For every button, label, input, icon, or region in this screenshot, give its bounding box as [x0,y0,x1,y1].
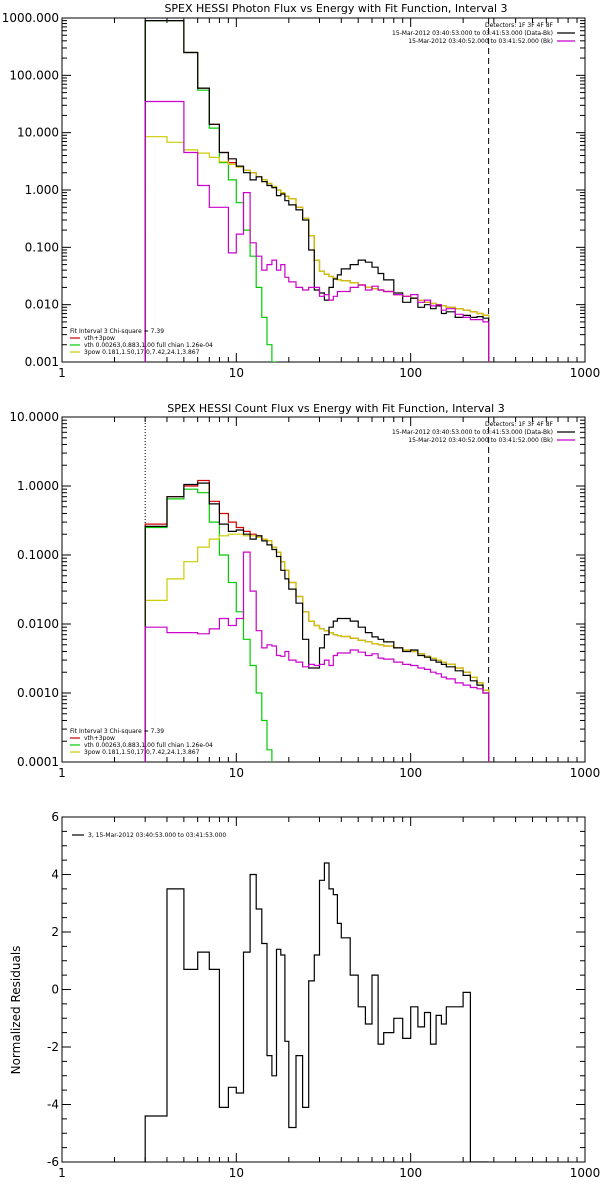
legend-entry: 3, 15-Mar-2012 03:40:53.000 to 03:41:53.… [88,832,226,839]
y-tick-label: 0.010 [25,298,59,312]
y-tick-label: 1.0000 [17,479,59,493]
y-tick-label: 10.000 [17,126,59,140]
legend-bottom-entry: vth 0.00263,0.883,1.00 full chian 1.26e-… [84,342,213,349]
series-line-vth [144,488,273,762]
y-tick-label: 0.0010 [17,686,59,700]
photon-flux-chart: SPEX HESSI Photon Flux vs Energy with Fi… [2,2,600,380]
legend-bottom: Fit Interval 3 Chi-square = 7.39vth+3pow… [70,328,213,356]
y-tick-label: 0.0100 [17,617,59,631]
legend-bottom-entry: 3pow 0.181,1.50,17.0,7.42,24.1,3.867 [84,349,200,356]
y-tick-label: 1000.000 [2,11,59,25]
axes-frame [61,816,586,1163]
series-line-vth [144,20,277,362]
series-line-residuals [144,862,489,1162]
legend-bottom-entry: vth+3pow [84,335,115,342]
plot-area: 1 10 100 1000 -6 -4 -2 0 2 4 6 [47,810,600,1180]
y-tick-label: 0.0001 [17,755,59,769]
legend-top-entry: 15-Mar-2012 03:40:53.000 to 03:41:53.000… [392,30,553,37]
series-line-vth-3pow [144,20,490,362]
x-tick-label: 1 [58,1166,66,1180]
legend-bottom-entry: vth 0.00263,0.883,1.00 full chian 1.26e-… [84,742,213,749]
series-line-3pow [144,533,490,762]
plot-area: 1 10 100 1000 0.001 0.010 0.100 1.000 10.000 100.… [2,11,600,380]
series-line-vth-3pow [144,479,490,762]
x-tick-label: 100 [399,366,422,380]
x-tick-label: 100 [399,766,422,780]
y-tick-label: 10.0000 [9,410,59,424]
y-tick-label: 2 [51,925,59,939]
axes-frame [61,17,586,363]
legend-top-entry: Detectors: 1F 3F 4F 8F [485,22,554,29]
series-line-data [144,482,490,762]
x-tick-label: 1000 [570,766,600,780]
plot-area: 1 10 100 1000 0.0001 0.0010 0.0100 0.1000 1.0000… [9,410,600,780]
x-tick-label: 100 [399,1166,422,1180]
y-tick-label: 0.1000 [17,548,59,562]
y-tick-label: 1.000 [25,183,59,197]
y-tick-label: 0.100 [25,240,59,254]
legend-top: 3, 15-Mar-2012 03:40:53.000 to 03:41:53.… [72,832,226,839]
series-line-data [144,20,490,362]
legend-bottom-entry: vth+3pow [84,735,115,742]
y-tick-label: 4 [51,868,59,882]
chart-title: SPEX HESSI Count Flux vs Energy with Fit… [167,402,504,415]
legend-top-entry: 15-Mar-2012 03:40:52.000 to 03:41:52.000… [408,38,553,45]
count-flux-chart: SPEX HESSI Count Flux vs Energy with Fit… [9,402,600,780]
x-tick-label: 1 [58,366,66,380]
series-line-background [144,551,490,762]
legend-top-entry: 15-Mar-2012 03:40:52.000 to 03:41:52.000… [408,437,553,444]
series-line-3pow [144,136,490,362]
series-line-background [144,100,490,362]
y-axis-label: Normalized Residuals [9,946,23,1075]
x-tick-label: 1000 [570,1166,600,1180]
y-tick-label: -4 [47,1098,59,1112]
x-tick-label: 10 [229,366,244,380]
legend-bottom-entry: Fit Interval 3 Chi-square = 7.39 [70,328,164,335]
axes-frame [61,416,586,763]
x-tick-label: 10 [229,1166,244,1180]
y-tick-label: 0.001 [25,355,59,369]
y-tick-label: 0 [51,983,59,997]
legend-bottom-entry: 3pow 0.181,1.50,17.0,7.42,24.1,3.867 [84,749,200,756]
x-tick-label: 1000 [570,366,600,380]
y-tick-label: 6 [51,810,59,824]
y-tick-label: -2 [47,1040,59,1054]
legend-bottom-entry: Fit Interval 3 Chi-square = 7.39 [70,728,164,735]
x-tick-label: 1 [58,766,66,780]
x-tick-label: 10 [229,766,244,780]
legend-bottom: Fit Interval 3 Chi-square = 7.39vth+3pow… [70,728,213,756]
residuals-chart: Normalized Residuals 3, 15-Mar-2012 03:4… [9,810,600,1180]
legend-top-entry: Detectors: 1F 3F 4F 8F [485,421,554,428]
y-tick-label: -6 [47,1155,59,1169]
legend-top-entry: 15-Mar-2012 03:40:53.000 to 03:41:53.000… [392,429,553,436]
y-tick-label: 100.000 [9,68,59,82]
chart-title: SPEX HESSI Photon Flux vs Energy with Fi… [164,2,507,15]
